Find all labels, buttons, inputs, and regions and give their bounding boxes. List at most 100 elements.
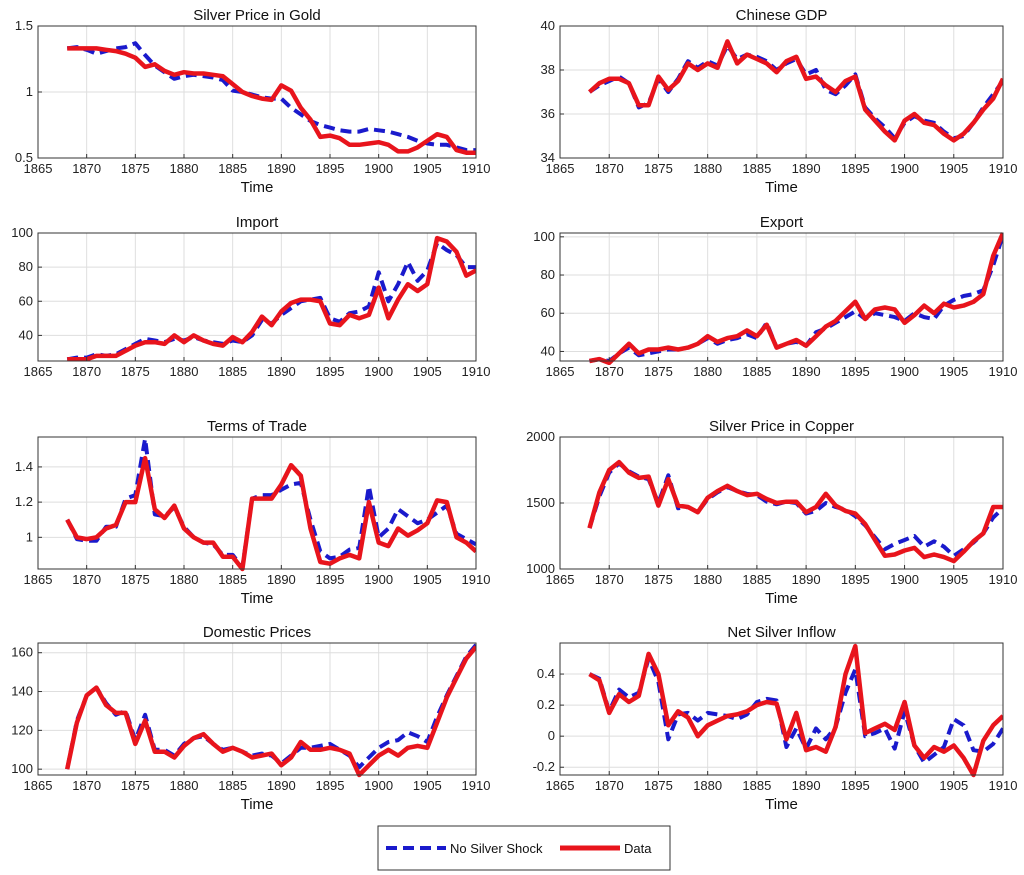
x-tick-label: 1900 <box>890 161 919 176</box>
y-tick-label: 0.2 <box>537 697 555 712</box>
x-tick-label: 1865 <box>546 572 575 587</box>
x-tick-label: 1910 <box>462 364 491 379</box>
chart-panel-1: 1865 1870 1875 1880 1885 1890 1895 1900 1905 1910… <box>541 7 1018 196</box>
axes-box <box>37 232 477 362</box>
y-tick-label: 34 <box>541 150 555 165</box>
x-axis-label: Time <box>765 179 798 196</box>
chart-panel-3: 1865 1870 1875 1880 1885 1890 1895 1900 1905 1910… <box>533 214 1017 379</box>
x-axis-label: Time <box>241 796 274 813</box>
plot-area <box>560 26 1003 158</box>
y-tick-label: 1.2 <box>15 494 33 509</box>
axes-box <box>559 232 1004 362</box>
x-tick-label: 1905 <box>939 778 968 793</box>
y-tick-label: 120 <box>11 722 33 737</box>
x-tick-label: 1875 <box>644 364 673 379</box>
chart-panel-0: 1865 1870 1875 1880 1885 1890 1895 1900 1905 1910… <box>15 7 491 196</box>
x-tick-label: 1900 <box>890 364 919 379</box>
axes-box <box>559 642 1004 776</box>
x-tick-label: 1890 <box>267 778 296 793</box>
y-tick-label: 36 <box>541 106 555 121</box>
chart-title: Domestic Prices <box>203 624 311 641</box>
y-tick-label: -0.2 <box>533 759 555 774</box>
x-tick-label: 1870 <box>595 778 624 793</box>
x-tick-label: 1895 <box>316 778 345 793</box>
x-tick-label: 1905 <box>413 161 442 176</box>
chart-title: Silver Price in Gold <box>193 7 321 24</box>
x-tick-label: 1870 <box>595 572 624 587</box>
y-tick-label: 100 <box>11 225 33 240</box>
x-axis-label: Time <box>765 796 798 813</box>
chart-panel-4: 1865 1870 1875 1880 1885 1890 1895 1900 1905 1910… <box>15 418 491 607</box>
y-tick-label: 1 <box>26 84 33 99</box>
x-tick-label: 1900 <box>890 572 919 587</box>
x-tick-label: 1900 <box>364 572 393 587</box>
x-tick-label: 1900 <box>364 364 393 379</box>
y-tick-label: 80 <box>19 259 33 274</box>
x-tick-label: 1875 <box>121 161 150 176</box>
y-tick-label: 0.4 <box>537 666 555 681</box>
x-tick-label: 1910 <box>989 572 1018 587</box>
chart-title: Silver Price in Copper <box>709 418 854 435</box>
legend: No Silver Shock Data <box>377 825 671 871</box>
y-tick-label: 60 <box>541 305 555 320</box>
y-tick-label: 60 <box>19 293 33 308</box>
x-tick-label: 1865 <box>24 778 53 793</box>
x-tick-label: 1910 <box>462 161 491 176</box>
y-tick-label: 0.5 <box>15 150 33 165</box>
x-tick-label: 1910 <box>989 778 1018 793</box>
chart-title: Net Silver Inflow <box>727 624 836 641</box>
x-tick-label: 1870 <box>72 572 101 587</box>
y-tick-label: 0 <box>548 728 555 743</box>
axes-box <box>559 25 1004 159</box>
x-tick-label: 1875 <box>644 572 673 587</box>
y-tick-label: 2000 <box>526 429 555 444</box>
x-tick-label: 1885 <box>218 572 247 587</box>
x-tick-label: 1875 <box>644 161 673 176</box>
chart-panels: 1865 1870 1875 1880 1885 1890 1895 1900 1905 1910… <box>11 7 1017 813</box>
x-tick-label: 1890 <box>792 364 821 379</box>
x-tick-label: 1905 <box>939 364 968 379</box>
chart-title: Chinese GDP <box>736 7 828 24</box>
series-line-data <box>67 46 476 155</box>
chart-title: Import <box>236 214 279 231</box>
x-tick-label: 1895 <box>841 364 870 379</box>
x-tick-label: 1885 <box>742 572 771 587</box>
axes-box <box>37 436 477 570</box>
x-tick-label: 1900 <box>890 778 919 793</box>
x-tick-label: 1900 <box>364 161 393 176</box>
x-tick-label: 1890 <box>267 161 296 176</box>
x-tick-label: 1890 <box>792 778 821 793</box>
x-axis-label: Time <box>241 590 274 607</box>
x-tick-label: 1865 <box>24 161 53 176</box>
y-tick-label: 80 <box>541 267 555 282</box>
y-tick-label: 100 <box>533 229 555 244</box>
plot-area <box>560 233 1003 361</box>
x-axis-label: Time <box>241 179 274 196</box>
x-tick-label: 1865 <box>24 364 53 379</box>
x-tick-label: 1905 <box>413 778 442 793</box>
x-tick-label: 1880 <box>693 778 722 793</box>
x-tick-label: 1880 <box>170 778 199 793</box>
chart-title: Terms of Trade <box>207 418 307 435</box>
x-tick-label: 1865 <box>24 572 53 587</box>
x-tick-label: 1890 <box>267 364 296 379</box>
x-tick-label: 1885 <box>742 778 771 793</box>
y-tick-label: 160 <box>11 645 33 660</box>
x-tick-label: 1885 <box>742 161 771 176</box>
chart-panel-6: 1865 1870 1875 1880 1885 1890 1895 1900 1905 1910… <box>11 624 490 813</box>
chart-panel-2: 1865 1870 1875 1880 1885 1890 1895 1900 1905 1910… <box>11 214 490 379</box>
x-tick-label: 1880 <box>693 161 722 176</box>
y-tick-label: 1.4 <box>15 459 33 474</box>
x-tick-label: 1885 <box>218 778 247 793</box>
plot-area <box>38 233 476 361</box>
x-tick-label: 1895 <box>841 778 870 793</box>
x-tick-label: 1905 <box>413 572 442 587</box>
y-tick-label: 100 <box>11 761 33 776</box>
series-line-data <box>67 235 476 362</box>
series-line-data <box>65 455 476 572</box>
y-tick-label: 38 <box>541 62 555 77</box>
x-tick-label: 1875 <box>121 778 150 793</box>
series-line-data <box>587 459 1003 564</box>
x-tick-label: 1895 <box>841 161 870 176</box>
x-tick-label: 1910 <box>462 778 491 793</box>
